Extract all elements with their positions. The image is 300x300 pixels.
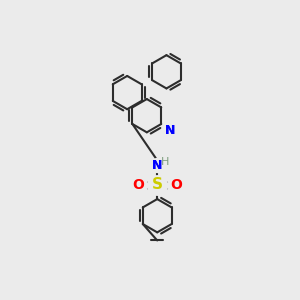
Text: N: N	[165, 124, 176, 137]
Text: S: S	[152, 178, 163, 193]
Text: O: O	[132, 178, 144, 192]
Text: H: H	[161, 157, 170, 167]
Text: O: O	[170, 178, 182, 192]
Text: N: N	[152, 159, 162, 172]
Text: N: N	[152, 159, 162, 172]
Text: N: N	[165, 124, 176, 137]
